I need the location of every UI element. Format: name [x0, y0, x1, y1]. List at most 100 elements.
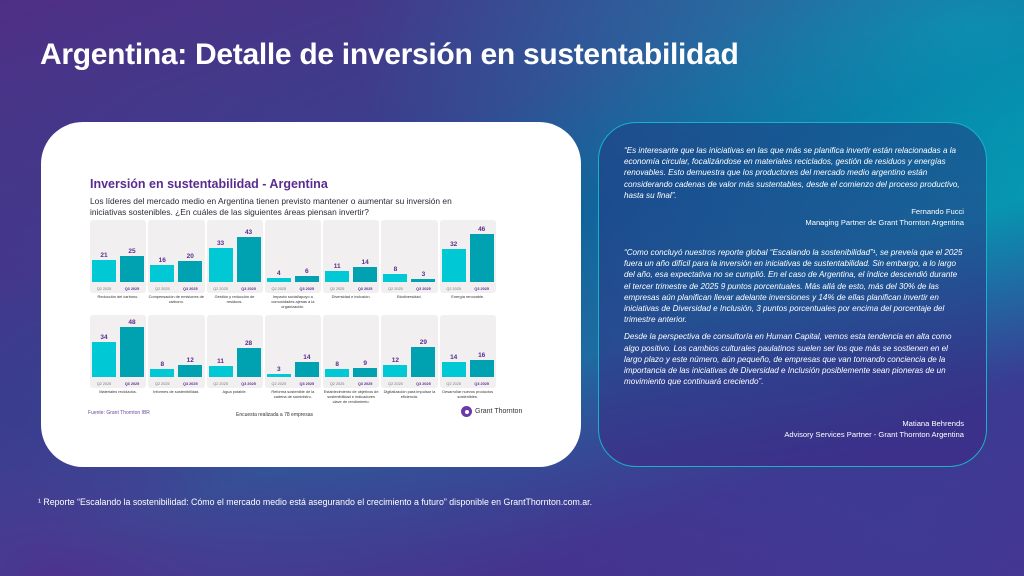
data-label: 4	[277, 269, 281, 277]
data-label: 3	[277, 365, 281, 373]
bar-q3	[120, 327, 144, 377]
bar-q3	[353, 267, 378, 282]
chart-card: 32 Q2 2025 46 Q3 2025 Energía renovable.	[439, 220, 496, 299]
series-label: Q3 2025	[357, 287, 373, 291]
quote-1-author-block: Fernando Fucci Managing Partner de Grant…	[805, 206, 964, 228]
chart-card: 21 Q2 2025 25 Q3 2025 Reducción del carbono.	[90, 220, 147, 299]
chart-card: 11 Q2 2025 28 Q3 2025 Agua potable.	[206, 315, 263, 394]
bar-q3	[411, 278, 436, 282]
data-label: 16	[478, 352, 486, 360]
bar-q2	[208, 365, 233, 377]
series-label: Q2 2025	[154, 287, 170, 291]
data-label: 34	[100, 333, 108, 341]
data-label: 16	[158, 257, 166, 265]
bar-q3	[236, 237, 261, 282]
series-label: Q2 2025	[329, 287, 345, 291]
series-label: Q3 2025	[241, 382, 256, 386]
series-label: Q2 2025	[271, 287, 287, 291]
series-label: Q2 2025	[96, 287, 112, 291]
data-label: 48	[128, 319, 136, 327]
bar-q2	[383, 364, 408, 377]
series-label: Q3 2025	[474, 382, 489, 386]
data-label: 43	[244, 229, 253, 237]
chart-title: Inversión en sustentabilidad - Argentina	[90, 177, 328, 191]
category-label: Diversidad e inclusión.	[331, 294, 371, 299]
category-label: Energía renovable.	[451, 294, 485, 299]
quote-1: “Es interesante que las iniciativas en l…	[624, 145, 964, 207]
series-label: Q2 2025	[213, 382, 228, 386]
series-label: Q3 2025	[416, 287, 431, 291]
category-label: Gestión y reducción de residuos.	[214, 294, 255, 304]
series-label: Q3 2025	[182, 287, 198, 291]
data-label: 14	[303, 354, 311, 362]
chart-card: 8 Q2 2025 3 Q3 2025 Biodiversidad.	[381, 220, 438, 299]
series-label: Q2 2025	[329, 382, 345, 386]
category-label: Materiales reciclados.	[99, 389, 137, 394]
bar-q3	[469, 360, 494, 377]
quote-1-role: Managing Partner de Grant Thornton Argen…	[805, 218, 964, 227]
chart-card: 8 Q2 2025 12 Q3 2025 Informes de sostenibili…	[148, 315, 205, 394]
series-label: Q2 2025	[446, 287, 461, 291]
quote-2-author-block: Matiana Behrends Advisory Services Partn…	[784, 418, 964, 440]
data-label: 28	[244, 339, 253, 347]
data-label: 32	[450, 240, 458, 248]
series-label: Q3 2025	[241, 287, 256, 291]
series-label: Q2 2025	[154, 382, 170, 386]
chart-card: 12 Q2 2025 29 Q3 2025 Digitalización para im…	[381, 315, 438, 399]
chart-note: Encuesta realizada a 78 empresas	[236, 412, 313, 418]
series-label: Q2 2025	[446, 382, 461, 386]
bar-q3	[236, 347, 261, 377]
series-label: Q3 2025	[299, 382, 315, 386]
data-label: 11	[217, 357, 224, 365]
data-label: 29	[419, 338, 428, 346]
category-label: Reforma sostenible de la cadena de sumin…	[271, 389, 315, 399]
category-label: Biodiversidad.	[397, 294, 422, 299]
bar-q3	[469, 234, 494, 282]
chart-card: 3 Q2 2025 14 Q3 2025 Reforma sostenible de l…	[264, 315, 322, 399]
bar-q3	[178, 364, 203, 377]
quote-2-text-2: Desde la perspectiva de consultoría en H…	[624, 332, 952, 387]
data-label: 20	[186, 253, 194, 261]
data-label: 9	[363, 359, 367, 367]
category-label: Compensación de emisiones de carbono.	[148, 294, 204, 304]
series-label: Q3 2025	[124, 287, 140, 291]
category-label: Informes de sostenibilidad.	[153, 389, 200, 394]
data-label: 11	[333, 262, 341, 270]
bar-q2	[441, 362, 466, 377]
page-title: Argentina: Detalle de inversión en suste…	[40, 38, 739, 71]
bar-q3	[353, 367, 378, 377]
chart-card: 33 Q2 2025 43 Q3 2025 Gestión y reducción de…	[206, 220, 263, 304]
bar-q3	[294, 275, 319, 282]
bar-q2	[383, 273, 408, 282]
category-label: Impacto social/apoyo a comunidades ajena…	[271, 294, 315, 309]
chart-panel: Inversión en sustentabilidad - Argentina…	[41, 122, 581, 467]
chart-card: 11 Q2 2025 14 Q3 2025 Diversidad e inclusión…	[323, 220, 380, 299]
bar-q2	[266, 277, 291, 282]
category-label: Digitalización para impulsar la eficienc…	[383, 389, 436, 399]
bar-q2	[150, 368, 175, 377]
quote-2-author: Matiana Behrends	[902, 419, 964, 428]
bar-q2	[441, 248, 466, 282]
bar-q2	[150, 265, 175, 282]
chart-card: 34 Q2 2025 48 Q3 2025 Materiales reciclados.	[90, 315, 147, 394]
quote-2-role: Advisory Services Partner - Grant Thornt…	[784, 430, 964, 439]
chart-row-2: 34 Q2 2025 48 Q3 2025 Materiales reciclados.…	[90, 315, 496, 404]
series-label: Q3 2025	[416, 382, 431, 386]
data-label: 12	[391, 356, 400, 364]
chart-subtitle: Los líderes del mercado medio en Argenti…	[90, 196, 452, 217]
bar-q2	[92, 260, 116, 282]
chart-card: 14 Q2 2025 16 Q3 2025 Desarrollar nuevos pro…	[439, 315, 496, 399]
data-label: 21	[100, 252, 108, 260]
data-label: 14	[450, 354, 458, 362]
series-label: Q3 2025	[124, 382, 140, 386]
bar-q3	[178, 261, 203, 282]
data-label: 8	[335, 360, 339, 368]
brand-logo: Grant Thornton	[461, 406, 522, 417]
chart-source: Fuente: Grant Thornton IBR	[88, 410, 150, 416]
bar-q2	[266, 373, 291, 377]
data-label: 14	[361, 259, 369, 267]
bar-q2	[325, 270, 350, 282]
chart-card: 16 Q2 2025 20 Q3 2025 Compensación de emisio…	[148, 220, 205, 304]
series-label: Q3 2025	[299, 287, 315, 291]
series-label: Q2 2025	[388, 287, 403, 291]
